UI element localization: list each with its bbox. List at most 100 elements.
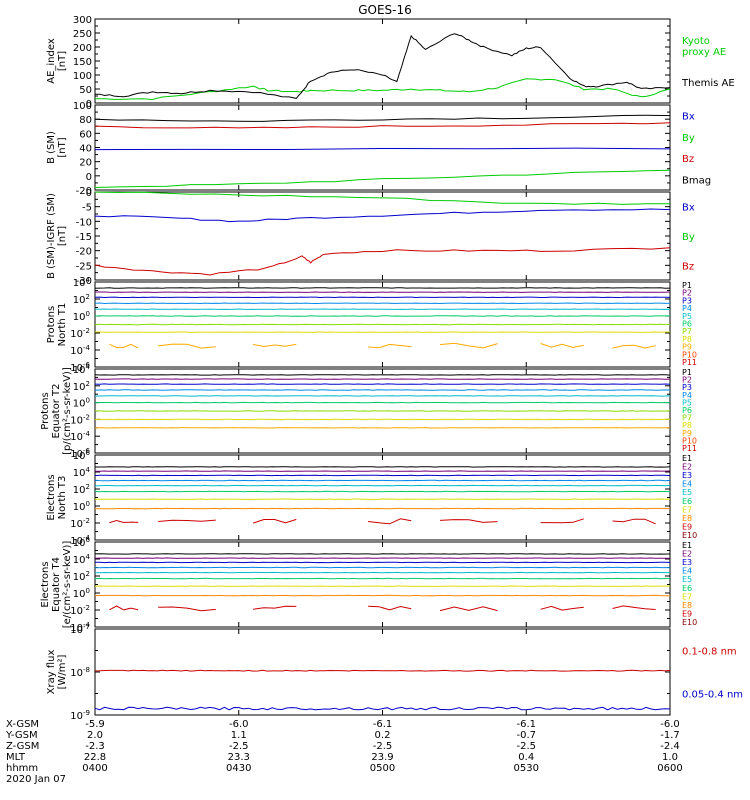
legend-entry: E10	[682, 531, 697, 540]
legend-entry: E7	[682, 505, 692, 514]
y-axis-label: Protons	[46, 306, 57, 343]
legend-entry: P11	[682, 444, 697, 453]
y-tick-exponent: 0	[86, 310, 90, 318]
series-p1: P1	[94, 368, 692, 377]
x-axis-value: -2.5	[516, 741, 536, 752]
series-line	[94, 122, 671, 129]
y-axis-label: [nT]	[57, 51, 68, 71]
series-e3: E3	[94, 471, 692, 480]
legend-label: P4	[682, 304, 692, 313]
series-p4: P4	[94, 302, 692, 313]
legend-label: E1	[682, 454, 692, 463]
y-tick-label: 150	[73, 57, 92, 68]
series-p7: P7	[94, 323, 692, 336]
y-tick-label: 10-2	[70, 327, 90, 340]
series-e9: E9	[109, 605, 692, 618]
legend-label: P4	[682, 391, 692, 400]
series-line	[94, 78, 671, 101]
legend-label: P10	[682, 350, 697, 359]
legend-label: E9	[682, 609, 692, 618]
y-tick-exponent: -4	[83, 344, 91, 352]
y-tick-exponent: 4	[86, 363, 91, 371]
y-tick-label: 100	[73, 500, 90, 513]
series-p8: P8	[95, 331, 692, 344]
legend-label: 0.1-0.8 nm	[682, 647, 737, 658]
series-p4: P4	[94, 389, 692, 400]
series-0-1-0-8-nm: 0.1-0.8 nm	[94, 647, 737, 672]
y-tick-label: -30	[76, 276, 92, 287]
legend-entry: E8	[682, 601, 692, 610]
x-axis-value: 0600	[657, 763, 682, 774]
y-tick-exponent: -2	[83, 327, 90, 335]
x-axis-value: 1.0	[662, 752, 678, 763]
y-tick-exponent: 2	[86, 293, 90, 301]
legend-entry: E1	[682, 541, 692, 550]
y-tick-exponent: -2	[83, 413, 90, 421]
y-tick-exponent: 6	[86, 536, 91, 544]
y-axis-label: North T3	[57, 476, 68, 520]
y-axis-label: North T1	[57, 303, 68, 347]
series-segment	[540, 518, 584, 524]
y-tick-exponent: 2	[86, 483, 90, 491]
x-axis-value: -2.5	[373, 741, 393, 752]
plot-title: GOES-16	[358, 3, 412, 17]
series-e10: E10	[682, 618, 697, 627]
y-tick-label: -20	[76, 186, 92, 197]
x-axis-value: -2.3	[85, 741, 105, 752]
x-axis-value: 0400	[82, 763, 107, 774]
series-p6: P6	[94, 401, 692, 415]
legend-entry: P9	[682, 343, 692, 352]
legend-entry: E8	[682, 514, 692, 523]
series-line	[94, 470, 671, 472]
y-tick-label: 100	[73, 101, 92, 112]
legend-entry: E9	[682, 522, 692, 531]
legend-label: E8	[682, 514, 692, 523]
y-tick-label: 104	[73, 553, 91, 566]
series-e10: E10	[682, 531, 697, 540]
legend-entry: P8	[682, 335, 692, 344]
legend-label: P6	[682, 320, 692, 329]
series-by: By	[94, 133, 695, 188]
y-tick-label: 100	[73, 310, 90, 323]
series-e3: E3	[95, 558, 692, 567]
legend-label: Kyoto	[682, 36, 710, 47]
series-e1: E1	[94, 541, 692, 555]
legend-label: P6	[682, 406, 692, 415]
legend-entry: E5	[682, 575, 692, 584]
series-line	[94, 287, 671, 289]
legend-entry: E6	[682, 497, 692, 506]
y-axis-label: B (SM)	[46, 131, 57, 164]
y-tick-exponent: -6	[83, 361, 91, 369]
legend-entry: P1	[682, 368, 692, 377]
x-axis-value: 0500	[370, 763, 395, 774]
series-segment	[368, 605, 412, 611]
series-line	[94, 669, 671, 672]
y-tick-exponent: 4	[86, 466, 91, 474]
y-tick-exponent: -2	[83, 517, 90, 525]
y-axis-label: [nT]	[57, 137, 68, 157]
series-segment	[439, 342, 498, 349]
legend-label: P9	[682, 429, 692, 438]
y-tick-exponent: 6	[86, 449, 91, 457]
y-tick-label: 102	[73, 483, 90, 496]
y-tick-label: -10	[76, 217, 92, 228]
legend-label: P1	[682, 368, 692, 377]
y-tick-label: 60	[79, 129, 92, 140]
x-axis-value: -6.0	[660, 719, 680, 730]
series-bz: Bz	[94, 122, 694, 165]
legend-label: P7	[682, 327, 692, 336]
series-segment	[252, 518, 297, 524]
series-e6: E6	[94, 577, 692, 593]
legend-entry: P9	[682, 429, 692, 438]
series-e8: E8	[94, 594, 692, 610]
series-line	[95, 331, 671, 333]
legend-label: P3	[682, 296, 692, 305]
series-line	[94, 191, 671, 205]
legend-entry: P2	[682, 376, 692, 385]
series-segment	[612, 518, 656, 525]
x-axis-row-label: hhmm	[6, 763, 38, 774]
y-tick-label: 50	[79, 85, 92, 96]
legend-entry: Themis AE	[681, 78, 735, 89]
